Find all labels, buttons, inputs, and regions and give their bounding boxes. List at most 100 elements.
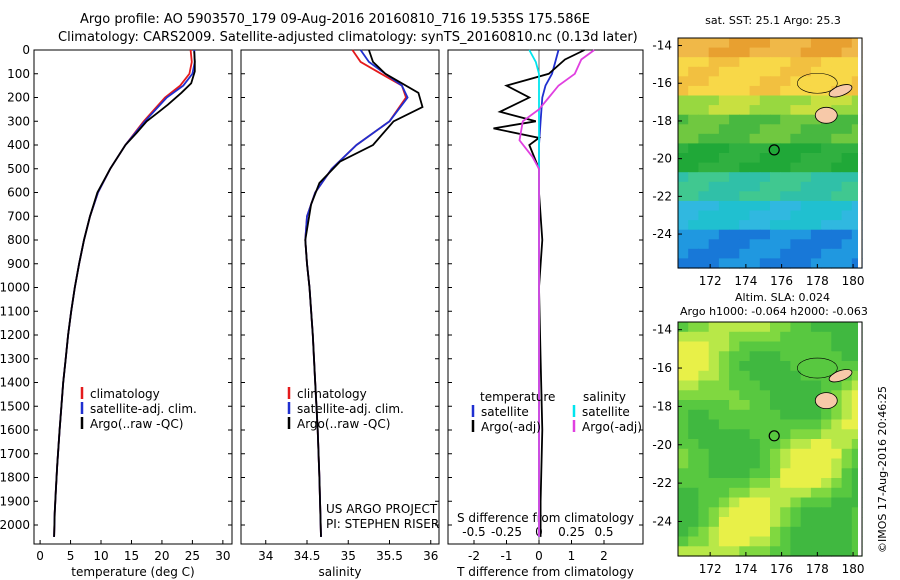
map-cell — [770, 229, 781, 240]
map-cell — [821, 487, 832, 499]
map-cell — [800, 322, 812, 333]
map-cell — [780, 200, 791, 212]
map-cell — [790, 390, 802, 401]
map-cell — [800, 370, 812, 382]
map-cell — [800, 76, 812, 87]
map-cell — [729, 380, 740, 391]
map-cell — [780, 143, 791, 154]
reef-contour — [797, 72, 838, 94]
map-cell — [688, 153, 699, 164]
map-cell — [780, 47, 791, 58]
map-cell — [718, 458, 730, 469]
y-tick-label: 700 — [7, 209, 30, 223]
plot-frame-2 — [447, 49, 644, 545]
map-cell — [790, 341, 802, 352]
map-cell — [739, 429, 751, 440]
map-frame-1 — [677, 321, 863, 557]
map-cell — [759, 239, 771, 250]
map-cell — [749, 487, 761, 499]
map-cell — [841, 57, 853, 68]
map-cell — [790, 370, 802, 382]
map-cell — [698, 409, 710, 421]
map-cell — [810, 220, 822, 231]
map-cell — [739, 191, 751, 202]
map-cell — [729, 507, 740, 518]
map-cell — [800, 38, 812, 49]
map-cell — [810, 526, 822, 538]
map-cell — [831, 210, 843, 221]
map-cell — [851, 191, 863, 202]
map-y-tick-label: -18 — [652, 114, 672, 128]
map-cell — [770, 341, 781, 352]
map-cell — [851, 409, 863, 421]
map-cell — [831, 526, 843, 538]
map-cell — [678, 517, 689, 528]
map-cell — [810, 331, 822, 343]
map-cell — [851, 239, 863, 250]
map-cell — [718, 191, 730, 202]
map-cell — [688, 57, 699, 68]
map-cell — [718, 546, 730, 557]
map-cell — [790, 429, 802, 440]
map-x-tick-label: 174 — [734, 562, 757, 576]
map-cell — [841, 400, 853, 411]
map-cell — [800, 536, 812, 547]
map-cell — [688, 143, 699, 154]
map-cell — [729, 143, 740, 154]
map-cell — [790, 95, 802, 106]
map-cell — [821, 458, 832, 469]
map-cell — [831, 258, 843, 269]
map-cell — [851, 507, 863, 518]
map-cell — [800, 191, 812, 202]
map-cell — [841, 66, 853, 77]
map-cell — [770, 507, 781, 518]
map-cell — [688, 468, 699, 479]
map-cell — [770, 370, 781, 382]
map-cell — [810, 507, 822, 518]
map-cell — [759, 153, 771, 164]
map-cell — [708, 76, 720, 87]
map-cell — [759, 124, 771, 135]
map-cell — [810, 162, 822, 173]
map-cell — [810, 536, 822, 547]
map-cell — [688, 172, 699, 183]
map-x-tick-label: 180 — [842, 274, 865, 288]
map-cell — [708, 468, 720, 479]
map-cell — [851, 468, 863, 479]
map-y-tick-label: -22 — [652, 189, 672, 203]
map-cell — [759, 370, 771, 382]
map-cell — [770, 143, 781, 154]
map-cell — [698, 419, 710, 430]
map-cell — [739, 95, 751, 106]
map-y-tick-label: -24 — [652, 514, 672, 528]
map-cell — [800, 105, 812, 116]
map-cell — [729, 487, 740, 499]
map-cell — [759, 478, 771, 489]
map-cell — [780, 124, 791, 135]
map-cell — [790, 419, 802, 430]
map-cell — [821, 507, 832, 518]
map-cell — [698, 248, 710, 259]
map-cell — [708, 419, 720, 430]
map-cell — [759, 66, 771, 77]
map-cell — [851, 497, 863, 508]
map-cell — [729, 400, 740, 411]
map-cell — [678, 258, 689, 269]
map-cell — [770, 322, 781, 333]
map-cell — [780, 322, 791, 333]
map-cell — [749, 239, 761, 250]
map-cell — [770, 114, 781, 125]
map-cell — [698, 258, 710, 269]
series-line-1-2 — [304, 49, 424, 537]
map-cell — [770, 390, 781, 401]
map-cell — [821, 57, 832, 68]
map-cell — [749, 258, 761, 269]
map-cell — [831, 200, 843, 212]
map-cell — [678, 66, 689, 77]
map-cell — [780, 341, 791, 352]
map-title: Altim. SLA: 0.024 — [735, 291, 830, 304]
map-cell — [770, 478, 781, 489]
y-tick-label: 1300 — [0, 352, 30, 366]
map-cell — [708, 487, 720, 499]
map-cell — [810, 419, 822, 430]
